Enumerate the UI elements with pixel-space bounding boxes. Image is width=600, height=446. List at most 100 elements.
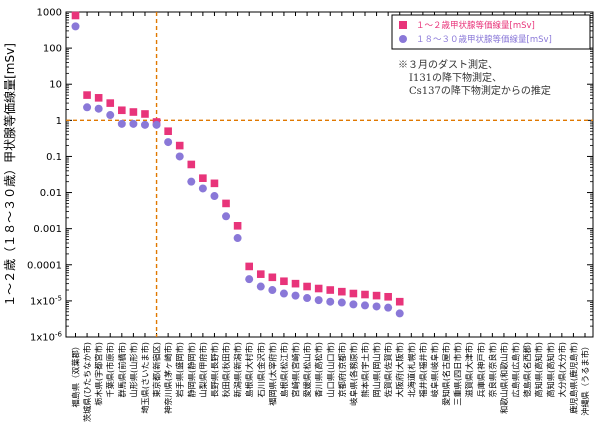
x-tick-label: 茨城県(ひたちなか市): [82, 342, 92, 422]
series-1-point: [395, 297, 404, 306]
plot-area: [65, 11, 594, 338]
series-1-point: [268, 273, 277, 282]
x-tick-label: 鹿児島県(鹿児島市): [568, 342, 578, 414]
series-2-point: [360, 301, 369, 310]
series-1-point: [175, 141, 184, 150]
x-tick-label: 長野県(長野市): [209, 342, 219, 398]
series-2-point: [175, 152, 184, 161]
series-2-point: [94, 104, 103, 113]
x-tick-label: 北海道(札幌市): [406, 342, 416, 398]
x-tick-label: 東京都(新宿区): [152, 342, 162, 398]
series-2-point: [337, 298, 346, 307]
series-2-point: [71, 22, 80, 31]
series-2-point: [349, 300, 358, 309]
x-tick-label: 香川県(高松市): [314, 342, 324, 398]
x-tick-label: 奈良県(奈良市): [487, 342, 497, 398]
x-tick-label: 京都府(京都市): [337, 342, 347, 398]
x-tick-label: 熊本県(宇土市): [360, 342, 370, 398]
series-1-point: [210, 179, 219, 188]
series-1-point: [291, 279, 300, 288]
series-1-point: [314, 284, 323, 293]
x-tick-label: 福井県(福井市): [418, 342, 428, 398]
series-1-point: [94, 94, 103, 102]
x-tick-label: 高知県(高知市): [545, 342, 555, 398]
series-2-point: [268, 286, 277, 295]
series-1-point: [338, 287, 346, 296]
legend: １～２歳甲状腺等価線量[mSv] １８～３０歳甲状腺等価線量[mSv]: [391, 14, 591, 50]
annotation-note: ※３月のダスト測定、 I131の降下物測定、 Cs137の降下物測定からの推定: [398, 58, 551, 97]
x-tick-label: 高知県(高知市): [534, 342, 544, 398]
x-tick-label: 群馬県(前橋市): [117, 342, 127, 398]
x-tick-label: 島根県(松江市): [279, 342, 289, 398]
series-1-point: [349, 289, 358, 298]
series-1-point: [71, 11, 80, 20]
series-2-point: [152, 120, 161, 129]
series-1-point: [199, 174, 207, 182]
x-tick-label: 沖縄県（うるま市）: [580, 342, 590, 416]
x-tick-label: 愛知県(名古屋市): [441, 342, 451, 406]
series-2-point: [210, 192, 219, 201]
series-1-point: [303, 282, 311, 291]
series-2-point: [279, 289, 288, 298]
x-tick-label: 新潟県(新潟市): [233, 342, 243, 398]
x-tick-label: 秋田県(秋田市): [221, 342, 231, 398]
series-1-point: [118, 106, 126, 115]
x-tick-label: 大阪府(大阪市): [395, 342, 405, 398]
y-tick-label: 1x10-6: [30, 331, 63, 344]
series-1-point: [141, 110, 149, 118]
series-1-point: [222, 199, 230, 208]
series-1-point: [187, 160, 196, 169]
x-tick-label: 三重県(四日市市): [453, 342, 463, 406]
x-tick-label: 徳島県(名西郡): [522, 342, 532, 398]
x-tick-label: 山口県(山口市): [325, 342, 335, 398]
y-tick-label: 100: [43, 44, 62, 55]
series-2-point: [222, 212, 231, 221]
x-tick-label: 島根県(大村市): [244, 342, 254, 398]
series-2-point: [129, 119, 138, 128]
x-tick-label: 福岡県(太宰府市): [267, 342, 277, 406]
x-tick-label: 宮崎県(宮崎市): [291, 342, 301, 398]
series-2-point: [117, 119, 126, 128]
series-2-point: [140, 120, 149, 129]
series-2-point: [106, 111, 115, 120]
x-tick-label: 栃木県(宇都宮市): [94, 342, 104, 406]
x-tick-label: 岐阜県(各務原市): [348, 342, 358, 406]
series-1-point: [326, 286, 335, 294]
x-tick-label: 滋賀県(大津市): [464, 342, 474, 398]
y-tick-label: 10: [49, 80, 62, 91]
y-tick-label: 0.1: [46, 152, 62, 163]
series-2-point: [83, 103, 92, 112]
legend-entry-label: １８～３０歳甲状腺等価線量[mSv]: [416, 34, 552, 45]
series-2-point: [314, 296, 323, 305]
series-2-point: [164, 138, 173, 147]
x-tick-label: 和歌山県(和歌山市): [499, 342, 509, 414]
series-1-point: [233, 222, 242, 230]
y-tick-label: 1: [56, 116, 62, 127]
x-tick-label: 福島県（双葉郡）: [71, 342, 81, 408]
series-2-point: [233, 234, 242, 243]
x-tick-label: 千葉県(市原市): [105, 342, 115, 398]
x-tick-label: 兵庫県(神戸市): [476, 342, 486, 398]
series-2-point: [245, 275, 254, 284]
legend-circle-marker: [399, 35, 407, 43]
legend-entry-label: １～２歳甲状腺等価線量[mSv]: [416, 20, 535, 31]
x-tick-label: 大分県(大分市): [557, 342, 567, 398]
series-2-point: [198, 184, 207, 193]
y-tick-label: 0.001: [33, 224, 62, 235]
data-marks: [71, 11, 404, 318]
x-tick-label: 岡山県(岡山市): [372, 342, 382, 398]
series-1-point: [280, 277, 288, 286]
series-1-point: [372, 291, 381, 300]
series-1-point: [245, 262, 253, 271]
legend-square-marker: [399, 21, 407, 29]
x-tick-label: 石川県(金沢市): [256, 342, 266, 398]
series-1-point: [129, 108, 138, 116]
series-1-point: [83, 91, 91, 99]
series-2-point: [395, 309, 404, 318]
x-tick-label: 岩手県(盛岡市): [175, 342, 185, 398]
x-tick-label: 山梨県(甲府市): [198, 342, 208, 398]
x-tick-label: 山形県(山形市): [128, 342, 138, 398]
series-2-point: [372, 302, 381, 311]
series-2-point: [384, 303, 393, 312]
